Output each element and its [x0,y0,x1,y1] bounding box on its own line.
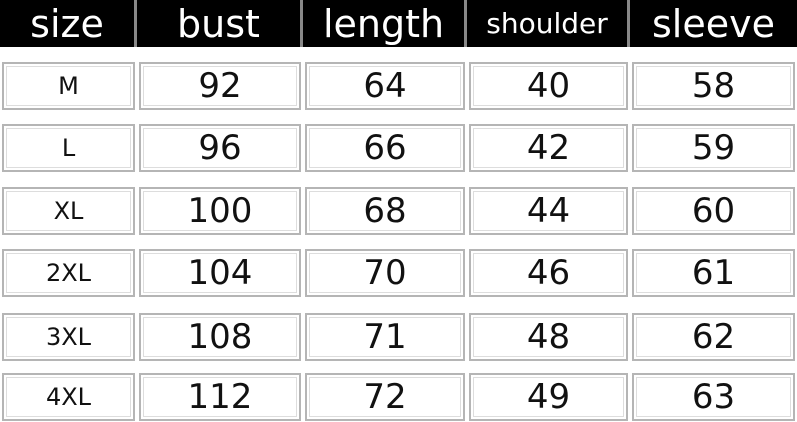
table-row: 3XL 108 71 48 62 [0,313,797,361]
cell-size: 4XL [2,373,135,421]
cell-sleeve: 59 [632,124,795,172]
cell-bust: 92 [139,62,301,110]
cell-sleeve: 61 [632,249,795,297]
table-row: XL 100 68 44 60 [0,187,797,235]
cell-size: XL [2,187,135,235]
cell-size: 2XL [2,249,135,297]
cell-shoulder: 42 [469,124,628,172]
cell-bust: 104 [139,249,301,297]
cell-shoulder: 49 [469,373,628,421]
cell-bust: 112 [139,373,301,421]
table-header: size bust length shoulder sleeve [0,0,797,47]
cell-length: 70 [305,249,465,297]
cell-size: M [2,62,135,110]
cell-bust: 96 [139,124,301,172]
cell-shoulder: 48 [469,313,628,361]
cell-length: 68 [305,187,465,235]
header-sleeve: sleeve [652,1,775,46]
cell-sleeve: 62 [632,313,795,361]
header-size: size [0,0,137,47]
cell-shoulder: 40 [469,62,628,110]
cell-sleeve: 58 [632,62,795,110]
table-row: 2XL 104 70 46 61 [0,249,797,297]
cell-length: 66 [305,124,465,172]
cell-sleeve: 60 [632,187,795,235]
cell-bust: 100 [139,187,301,235]
cell-sleeve: 63 [632,373,795,421]
cell-shoulder: 46 [469,249,628,297]
header-length: length [303,0,467,47]
cell-length: 72 [305,373,465,421]
cell-size: L [2,124,135,172]
cell-size: 3XL [2,313,135,361]
cell-bust: 108 [139,313,301,361]
header-shoulder: shoulder [467,0,630,47]
table-row: L 96 66 42 59 [0,124,797,172]
cell-shoulder: 44 [469,187,628,235]
cell-length: 64 [305,62,465,110]
header-bust: bust [137,0,303,47]
table-row: M 92 64 40 58 [0,62,797,110]
cell-length: 71 [305,313,465,361]
table-row: 4XL 112 72 49 63 [0,373,797,421]
